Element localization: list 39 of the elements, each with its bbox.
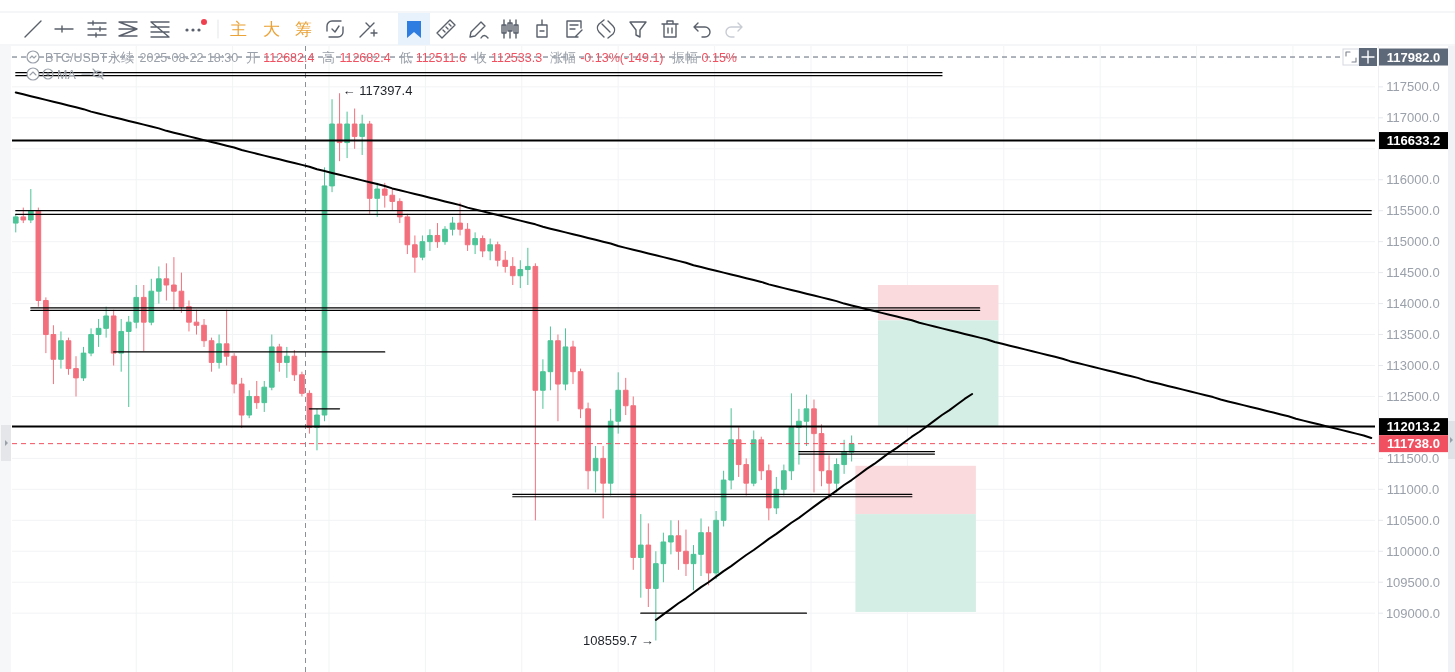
annotation: 收 xyxy=(473,50,487,65)
y-tick-label: 113500.0 xyxy=(1386,327,1440,343)
text: 主 xyxy=(229,20,247,39)
y-tick-label: 115500.0 xyxy=(1386,203,1440,219)
annotation: 108559.7 → xyxy=(583,633,654,649)
annotation: 112533.3 xyxy=(490,50,543,65)
y-tick-label: 112500.0 xyxy=(1386,388,1440,404)
y-tick-label: 114000.0 xyxy=(1386,296,1440,312)
y-tick-label: 115000.0 xyxy=(1386,234,1440,250)
ref-line-label: 111738.0 xyxy=(1387,436,1440,452)
ref-line-label: 116633.2 xyxy=(1379,132,1448,150)
text: 大 xyxy=(262,20,280,39)
y-tick-label: 111500.0 xyxy=(1386,450,1440,466)
annotation: 112511.6 xyxy=(415,50,466,65)
y-tick-label: 114500.0 xyxy=(1386,265,1440,281)
ref-line-label: 116633.2 xyxy=(1386,133,1441,149)
y-tick-label: 117500.0 xyxy=(1386,79,1440,95)
annotation: ← 117397.4 xyxy=(342,83,413,99)
annotation: 振幅 xyxy=(671,50,698,65)
ref-line-label: 117982.0 xyxy=(1386,49,1441,65)
annotation: 112682.4 xyxy=(339,50,391,65)
y-tick-label: 117000.0 xyxy=(1386,110,1440,126)
y-tick-label: 110500.0 xyxy=(1386,512,1440,528)
annotation: MA xyxy=(57,67,77,82)
annotation: 0.15% xyxy=(701,50,737,65)
y-tick-label: 109500.0 xyxy=(1385,574,1441,590)
chart-subtitle: 2025-08-22 18:30 xyxy=(139,50,239,65)
ref-line-label: 112013.2 xyxy=(1379,418,1448,436)
y-tick-label: 113000.0 xyxy=(1386,358,1440,373)
y-tick-label: 116000.0 xyxy=(1386,172,1440,188)
text: 筹 xyxy=(294,20,312,39)
annotation: 112682.4 xyxy=(263,50,315,65)
ref-line-label: 111738.0 xyxy=(1379,435,1448,453)
y-tick-label: 111000.0 xyxy=(1386,481,1440,497)
y-tick-label: 110000.0 xyxy=(1386,543,1440,559)
y-tick-label: 109000.0 xyxy=(1385,605,1441,621)
ref-line-label: 112013.2 xyxy=(1386,419,1441,435)
annotation: -0.13%(-149.1) xyxy=(580,50,664,65)
annotation: 高 xyxy=(322,49,336,65)
